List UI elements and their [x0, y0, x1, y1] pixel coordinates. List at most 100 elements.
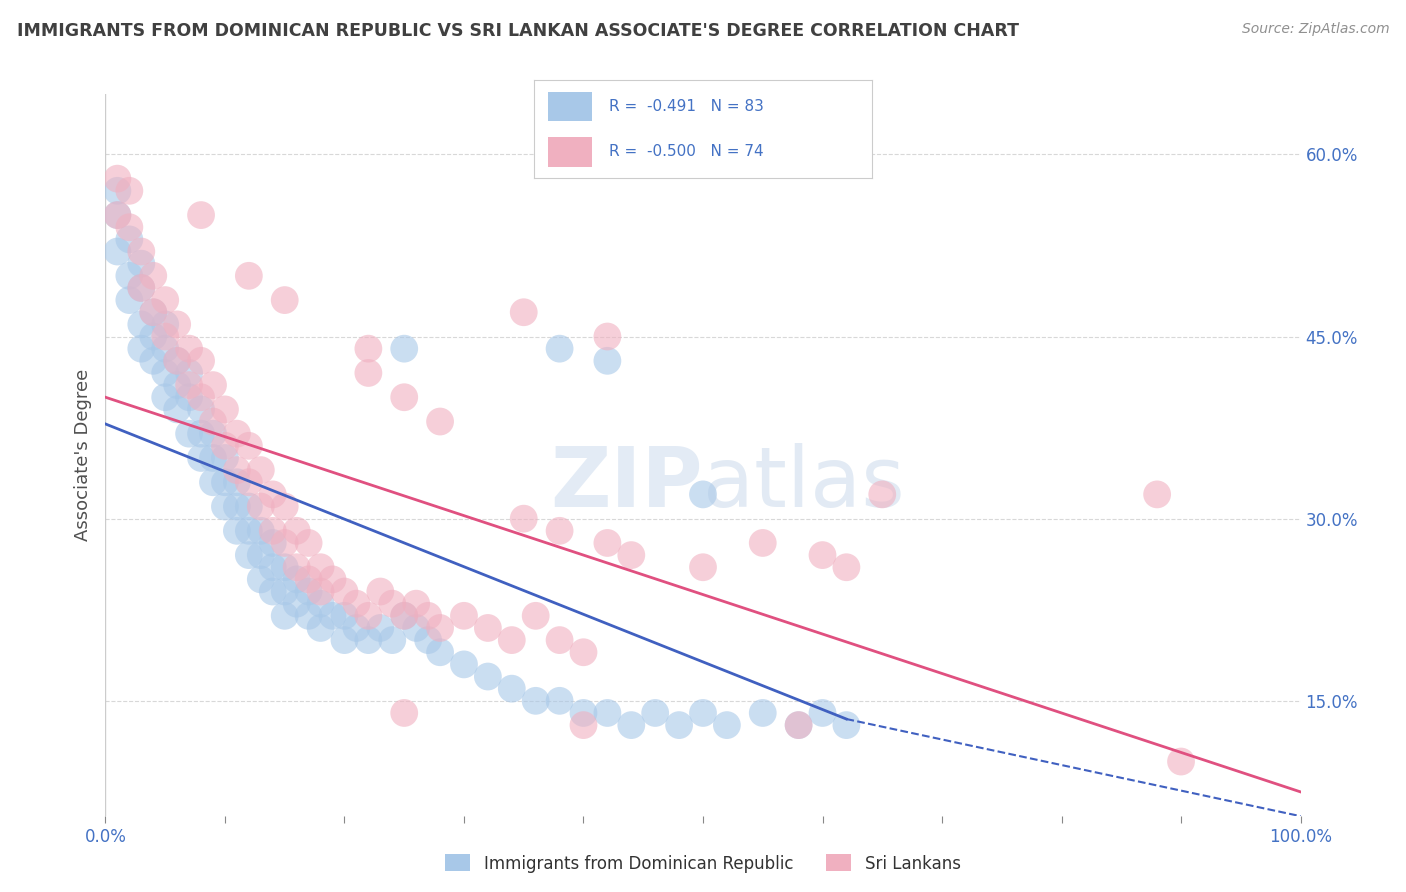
- Point: [596, 536, 619, 550]
- Point: [225, 500, 249, 514]
- Point: [129, 318, 153, 332]
- Point: [250, 573, 273, 587]
- Point: [620, 718, 643, 732]
- Point: [429, 415, 451, 429]
- Point: [572, 706, 595, 720]
- Point: [787, 718, 810, 732]
- Point: [177, 390, 201, 404]
- Point: [166, 353, 188, 368]
- Point: [202, 378, 225, 392]
- Text: R =  -0.500   N = 74: R = -0.500 N = 74: [609, 145, 763, 160]
- Point: [118, 268, 141, 283]
- Point: [309, 621, 332, 635]
- Point: [357, 608, 380, 623]
- Point: [285, 560, 308, 574]
- Point: [392, 706, 416, 720]
- Point: [285, 524, 308, 538]
- Point: [153, 342, 177, 356]
- Point: [548, 633, 571, 648]
- Point: [142, 353, 165, 368]
- Point: [513, 305, 536, 319]
- Point: [214, 402, 236, 417]
- Point: [262, 536, 284, 550]
- Point: [177, 366, 201, 380]
- Point: [692, 560, 714, 574]
- Point: [309, 584, 332, 599]
- Point: [118, 220, 141, 235]
- Point: [142, 305, 165, 319]
- Legend: Immigrants from Dominican Republic, Sri Lankans: Immigrants from Dominican Republic, Sri …: [439, 847, 967, 880]
- Point: [692, 706, 714, 720]
- Point: [620, 548, 643, 562]
- Point: [250, 463, 273, 477]
- Point: [142, 305, 165, 319]
- Bar: [548, 92, 592, 121]
- Point: [392, 608, 416, 623]
- Point: [238, 439, 260, 453]
- Point: [392, 390, 416, 404]
- Point: [190, 402, 212, 417]
- Point: [811, 548, 834, 562]
- Point: [225, 524, 249, 538]
- Point: [368, 584, 391, 599]
- Point: [548, 524, 571, 538]
- Point: [477, 621, 499, 635]
- Point: [321, 573, 344, 587]
- Text: ZIP: ZIP: [551, 443, 703, 524]
- Text: IMMIGRANTS FROM DOMINICAN REPUBLIC VS SRI LANKAN ASSOCIATE'S DEGREE CORRELATION : IMMIGRANTS FROM DOMINICAN REPUBLIC VS SR…: [17, 22, 1019, 40]
- Point: [190, 450, 212, 465]
- Point: [202, 450, 225, 465]
- Point: [118, 184, 141, 198]
- Point: [225, 426, 249, 441]
- Point: [190, 390, 212, 404]
- Point: [811, 706, 834, 720]
- Point: [118, 293, 141, 307]
- Point: [129, 257, 153, 271]
- Point: [153, 366, 177, 380]
- Point: [273, 560, 295, 574]
- Point: [321, 608, 344, 623]
- Point: [835, 560, 858, 574]
- Point: [309, 560, 332, 574]
- Point: [596, 329, 619, 343]
- Text: atlas: atlas: [703, 443, 904, 524]
- Point: [596, 353, 619, 368]
- Point: [190, 208, 212, 222]
- Point: [835, 718, 858, 732]
- Point: [392, 608, 416, 623]
- Point: [405, 597, 427, 611]
- Point: [285, 597, 308, 611]
- Text: R =  -0.491   N = 83: R = -0.491 N = 83: [609, 99, 763, 114]
- Point: [477, 669, 499, 683]
- Point: [262, 487, 284, 501]
- Point: [392, 342, 416, 356]
- Point: [787, 718, 810, 732]
- Point: [166, 402, 188, 417]
- Point: [453, 657, 475, 672]
- Point: [214, 475, 236, 490]
- Point: [262, 560, 284, 574]
- Point: [333, 584, 356, 599]
- Point: [418, 608, 440, 623]
- Point: [238, 524, 260, 538]
- Point: [368, 621, 391, 635]
- Point: [298, 536, 321, 550]
- Point: [177, 378, 201, 392]
- Point: [273, 536, 295, 550]
- Point: [202, 415, 225, 429]
- Point: [751, 706, 773, 720]
- Point: [129, 342, 153, 356]
- Point: [214, 450, 236, 465]
- Point: [309, 597, 332, 611]
- Point: [692, 487, 714, 501]
- Point: [548, 342, 571, 356]
- Point: [357, 366, 380, 380]
- Point: [118, 232, 141, 246]
- Bar: [548, 137, 592, 167]
- Point: [381, 597, 404, 611]
- Point: [238, 548, 260, 562]
- Point: [107, 171, 129, 186]
- Point: [190, 353, 212, 368]
- Point: [273, 500, 295, 514]
- Point: [190, 426, 212, 441]
